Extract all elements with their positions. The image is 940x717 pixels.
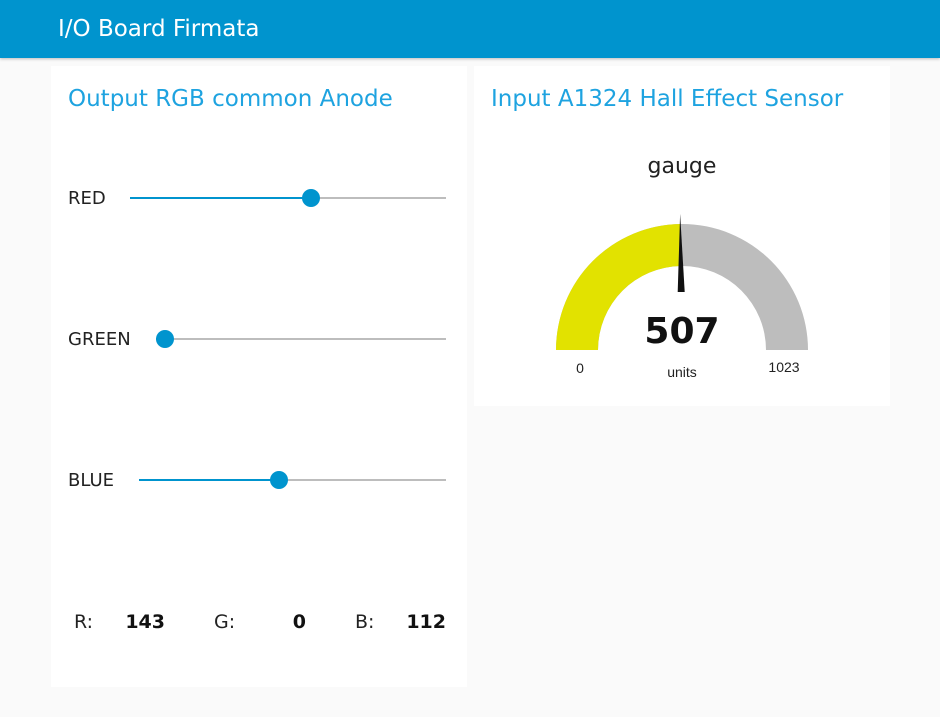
output-rgb-card: Output RGB common Anode RED GREEN BLUE R… <box>51 66 467 687</box>
gauge-value: 507 <box>644 311 720 352</box>
slider-thumb[interactable] <box>302 189 321 207</box>
green-slider[interactable] <box>156 329 446 349</box>
gauge-units: units <box>667 364 697 380</box>
b-value: 112 <box>406 611 446 633</box>
slider-fill <box>139 479 279 481</box>
blue-slider-label: BLUE <box>68 470 115 491</box>
red-slider[interactable] <box>130 188 446 208</box>
slider-track <box>156 338 446 340</box>
blue-slider[interactable] <box>139 470 446 490</box>
green-slider-label: GREEN <box>68 329 131 350</box>
gauge-max-label: 1023 <box>768 359 800 375</box>
slider-thumb[interactable] <box>156 330 174 348</box>
slider-fill <box>130 197 312 199</box>
gauge-min-label: 0 <box>576 360 584 376</box>
gauge-needle <box>677 214 685 293</box>
red-slider-label: RED <box>68 188 106 209</box>
r-label: R: <box>74 611 94 633</box>
gauge-title: gauge <box>647 154 717 179</box>
input-sensor-card: Input A1324 Hall Effect Sensor gauge 507… <box>474 66 890 406</box>
gauge-fill <box>556 224 681 350</box>
b-label: B: <box>355 611 375 633</box>
r-value: 143 <box>125 611 165 633</box>
g-value: 0 <box>292 611 306 633</box>
slider-track <box>139 479 446 481</box>
gauge <box>556 214 808 350</box>
slider-thumb[interactable] <box>269 471 288 489</box>
output-card-title: Output RGB common Anode <box>68 86 393 112</box>
top-toolbar: I/O Board Firmata <box>0 0 940 58</box>
app-title: I/O Board Firmata <box>58 16 260 42</box>
g-label: G: <box>214 611 236 633</box>
input-card-title: Input A1324 Hall Effect Sensor <box>491 86 844 112</box>
